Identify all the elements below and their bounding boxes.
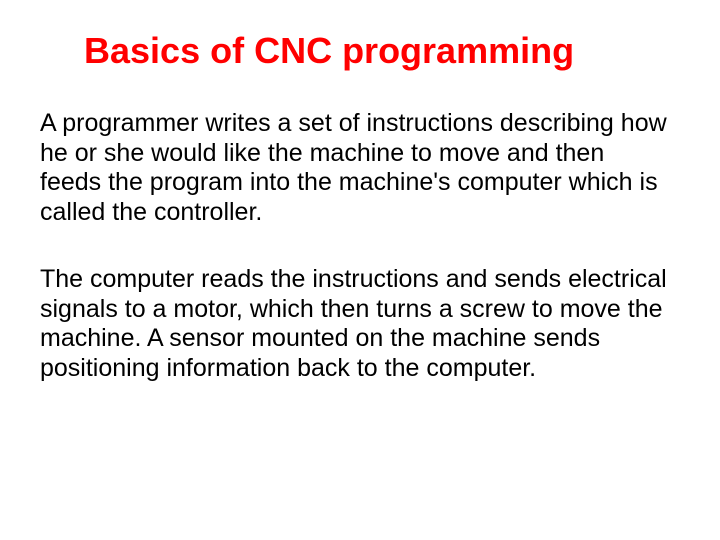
slide: Basics of CNC programming A programmer w…	[0, 0, 720, 540]
paragraph-spacer	[40, 227, 680, 265]
slide-title: Basics of CNC programming	[84, 30, 680, 71]
body-paragraph-1: A programmer writes a set of instruction…	[40, 109, 670, 227]
body-paragraph-2: The computer reads the instructions and …	[40, 265, 670, 383]
